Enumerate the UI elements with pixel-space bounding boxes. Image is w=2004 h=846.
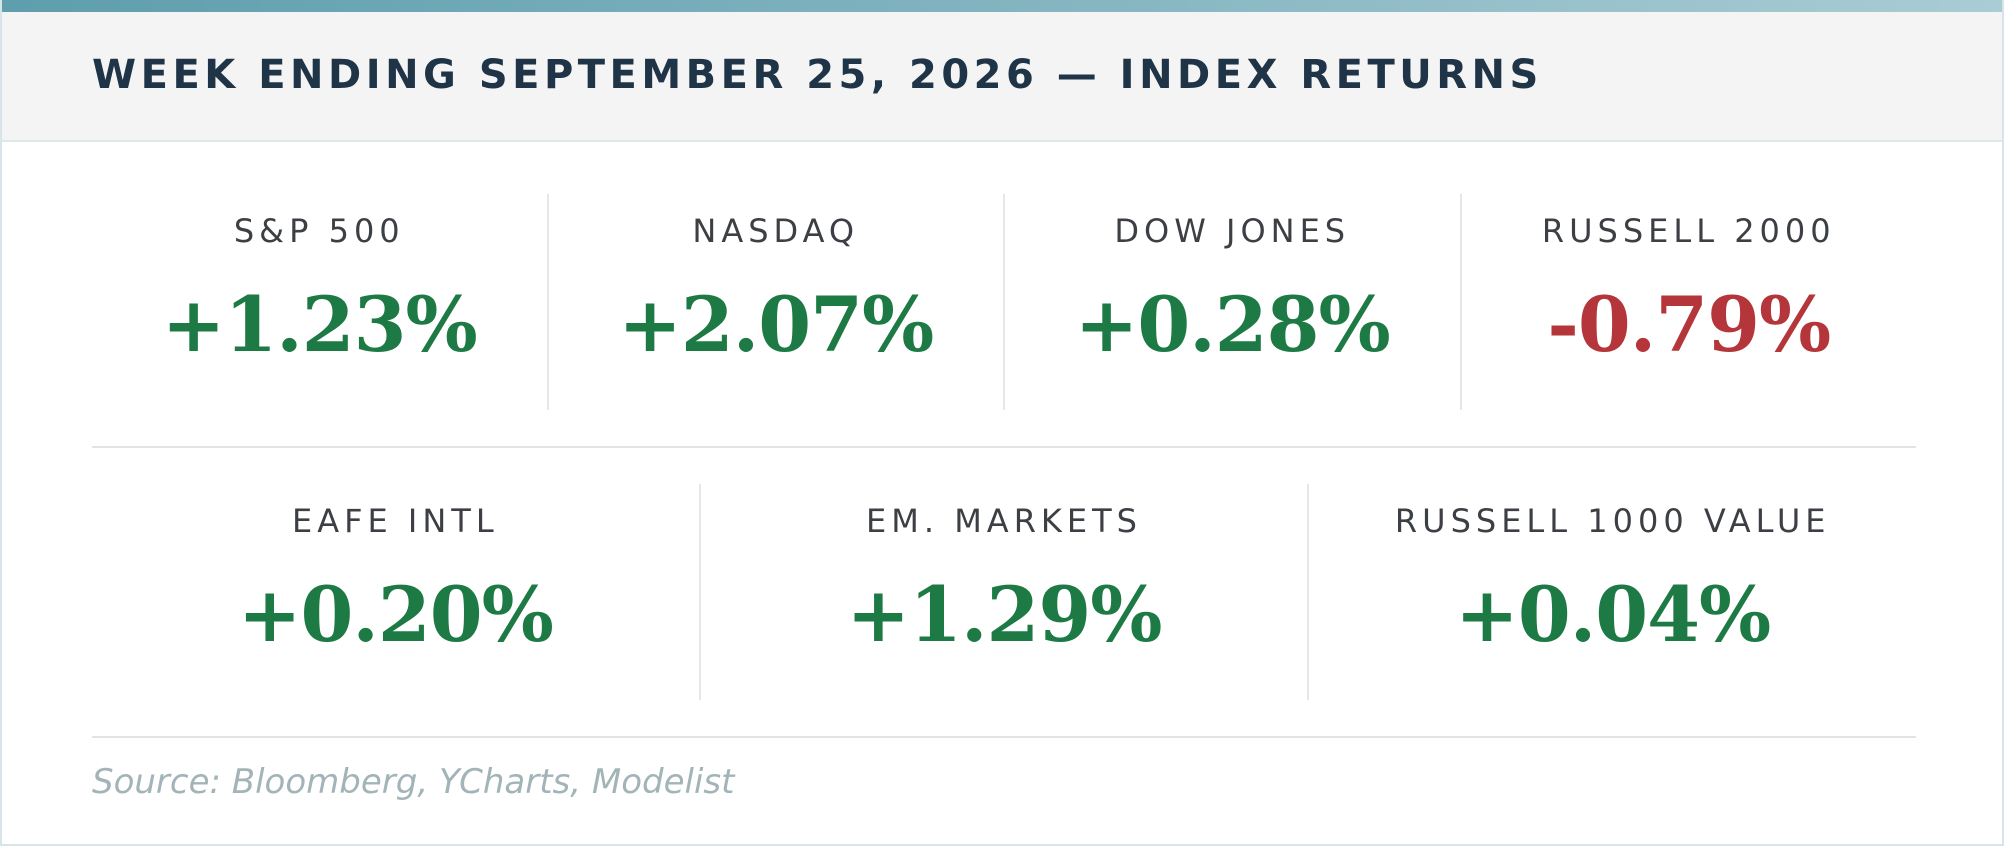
index-return-value: +1.23% [161,280,478,369]
index-cell-nasdaq: NASDAQ +2.07% [546,194,1004,410]
index-return-value: +2.07% [618,280,934,369]
index-return-value: +0.04% [1455,570,1771,659]
page-title: WEEK ENDING SEPTEMBER 25, 2026 — INDEX R… [92,52,1543,98]
index-row-1: S&P 500 +1.23% NASDAQ +2.07% DOW JONES +… [92,194,1916,410]
index-label: RUSSELL 2000 [1541,212,1836,250]
index-return-value: +1.29% [846,570,1163,659]
index-return-value: -0.79% [1547,280,1831,369]
index-cell-sp500: S&P 500 +1.23% [92,194,547,410]
accent-bar [2,0,2002,12]
index-label: S&P 500 [233,212,405,250]
index-label: RUSSELL 1000 VALUE [1394,502,1831,540]
card-header: WEEK ENDING SEPTEMBER 25, 2026 — INDEX R… [2,12,2002,142]
index-label: EM. MARKETS [866,502,1142,540]
index-cell-russell-1000-value: RUSSELL 1000 VALUE +0.04% [1307,484,1916,700]
index-label: DOW JONES [1114,212,1351,250]
index-label: EAFE INTL [292,502,499,540]
index-cell-dow-jones: DOW JONES +0.28% [1003,194,1460,410]
index-cell-em-markets: EM. MARKETS +1.29% [698,484,1308,700]
index-row-2: EAFE INTL +0.20% EM. MARKETS +1.29% RUSS… [92,484,1916,700]
index-cell-eafe-intl: EAFE INTL +0.20% [92,484,699,700]
footer-divider [92,736,1916,738]
index-return-value: +0.20% [237,570,554,659]
index-cell-russell-2000: RUSSELL 2000 -0.79% [1459,194,1917,410]
index-return-value: +0.28% [1074,280,1391,369]
row-divider [92,446,1916,448]
index-label: NASDAQ [692,212,860,250]
source-note: Source: Bloomberg, YCharts, Modelist [92,762,735,802]
